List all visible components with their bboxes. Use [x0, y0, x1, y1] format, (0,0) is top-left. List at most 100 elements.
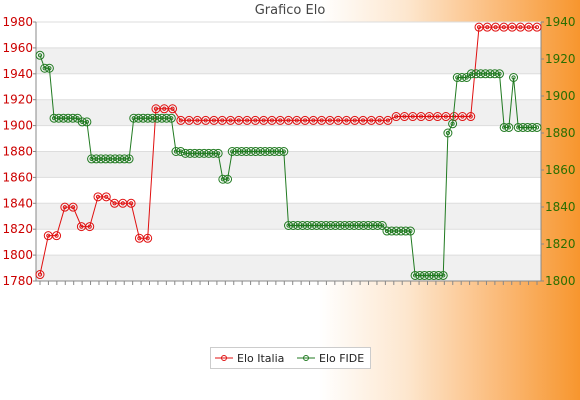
- series-point: [344, 221, 354, 230]
- series-point-inner: [418, 114, 424, 119]
- series-point: [138, 113, 148, 123]
- series-point-inner: [42, 66, 47, 71]
- series-point: [124, 154, 134, 164]
- series-point-inner: [54, 233, 59, 238]
- series-point-inner: [192, 151, 197, 156]
- series-point-inner: [95, 194, 101, 199]
- chart-legend: Elo Italia Elo FIDE: [210, 347, 371, 369]
- plot-band: [36, 151, 541, 178]
- series-point: [466, 69, 476, 79]
- series-point: [194, 148, 204, 158]
- legend-fide-marker: [303, 355, 309, 361]
- series-point-inner: [443, 114, 448, 119]
- series-point: [383, 115, 393, 125]
- series-point-inner: [70, 116, 75, 121]
- series-point: [532, 22, 542, 32]
- series-point: [349, 221, 359, 230]
- series-point: [199, 148, 209, 158]
- series-point: [208, 148, 218, 158]
- series-point-inner: [375, 223, 380, 228]
- series-point-inner: [506, 125, 511, 130]
- series-point-inner: [286, 223, 291, 228]
- series-point-inner: [327, 118, 333, 123]
- series-point: [330, 221, 340, 230]
- plot-band: [36, 99, 541, 126]
- series-point: [96, 154, 106, 164]
- series-point-inner: [183, 151, 188, 156]
- series-point-inner: [62, 205, 67, 210]
- series-point: [101, 192, 111, 202]
- series-point-inner: [187, 151, 193, 156]
- series-point-inner: [305, 223, 310, 228]
- series-point-inner: [384, 228, 390, 234]
- series-point: [443, 128, 453, 138]
- series-point-inner: [488, 71, 493, 76]
- series-point-inner: [267, 149, 272, 154]
- series-point-inner: [37, 272, 43, 277]
- series-point-inner: [262, 149, 268, 154]
- series-point-inner: [360, 118, 366, 123]
- series-point-inner: [79, 224, 84, 229]
- series-point-inner: [136, 116, 141, 121]
- series-point-inner: [258, 149, 263, 154]
- series-point-inner: [450, 121, 455, 126]
- series-point-inner: [137, 236, 142, 241]
- series-point: [265, 147, 275, 156]
- series-point: [363, 221, 373, 230]
- series-point: [58, 113, 68, 123]
- series-point: [410, 270, 420, 280]
- series-point: [241, 147, 251, 156]
- series-point: [40, 63, 50, 73]
- series-point-inner: [314, 223, 319, 228]
- series-point-inner: [120, 201, 125, 206]
- series-elo-fide: [35, 50, 542, 280]
- series-point: [298, 221, 308, 230]
- series-point: [204, 148, 214, 158]
- series-point-inner: [398, 228, 404, 234]
- series-point-inner: [203, 118, 208, 123]
- left-tick-label: 1780: [2, 274, 33, 288]
- series-point: [391, 226, 401, 236]
- legend-swatches: [215, 355, 315, 361]
- series-point: [171, 147, 181, 156]
- series-point: [312, 221, 322, 230]
- series-point: [288, 221, 298, 230]
- series-point-inner: [244, 149, 249, 154]
- series-point-inner: [220, 118, 225, 123]
- series-point-inner: [342, 223, 347, 228]
- series-point: [373, 221, 383, 230]
- series-point-inner: [295, 223, 300, 228]
- series-point: [162, 113, 172, 123]
- series-point: [476, 69, 486, 79]
- series-point-inner: [253, 149, 258, 154]
- series-point-inner: [61, 116, 66, 121]
- series-point: [359, 221, 369, 230]
- series-point-inner: [445, 130, 451, 136]
- series-point-inner: [309, 223, 315, 228]
- legend-label-elo-fide: Elo FIDE: [319, 352, 365, 365]
- series-point-inner: [337, 223, 343, 228]
- left-tick-label: 1960: [2, 41, 33, 55]
- series-point-inner: [84, 119, 89, 125]
- series-point: [415, 270, 425, 280]
- series-point-inner: [164, 116, 169, 121]
- series-point-inner: [239, 149, 244, 154]
- series-point-inner: [525, 125, 530, 130]
- series-point-inner: [412, 273, 418, 278]
- series-point: [485, 69, 495, 79]
- series-point-inner: [502, 125, 507, 130]
- series-point: [523, 122, 533, 132]
- series-point: [126, 198, 136, 208]
- series-point-inner: [485, 25, 490, 30]
- series-point: [143, 233, 153, 243]
- series-point-inner: [369, 118, 374, 123]
- series-point-inner: [253, 118, 258, 123]
- series-point: [133, 113, 143, 123]
- series-point: [168, 104, 178, 114]
- series-point-inner: [278, 118, 283, 123]
- series-line: [39, 26, 537, 275]
- series-point: [448, 119, 458, 129]
- series-point: [143, 113, 153, 123]
- series-point: [52, 231, 62, 241]
